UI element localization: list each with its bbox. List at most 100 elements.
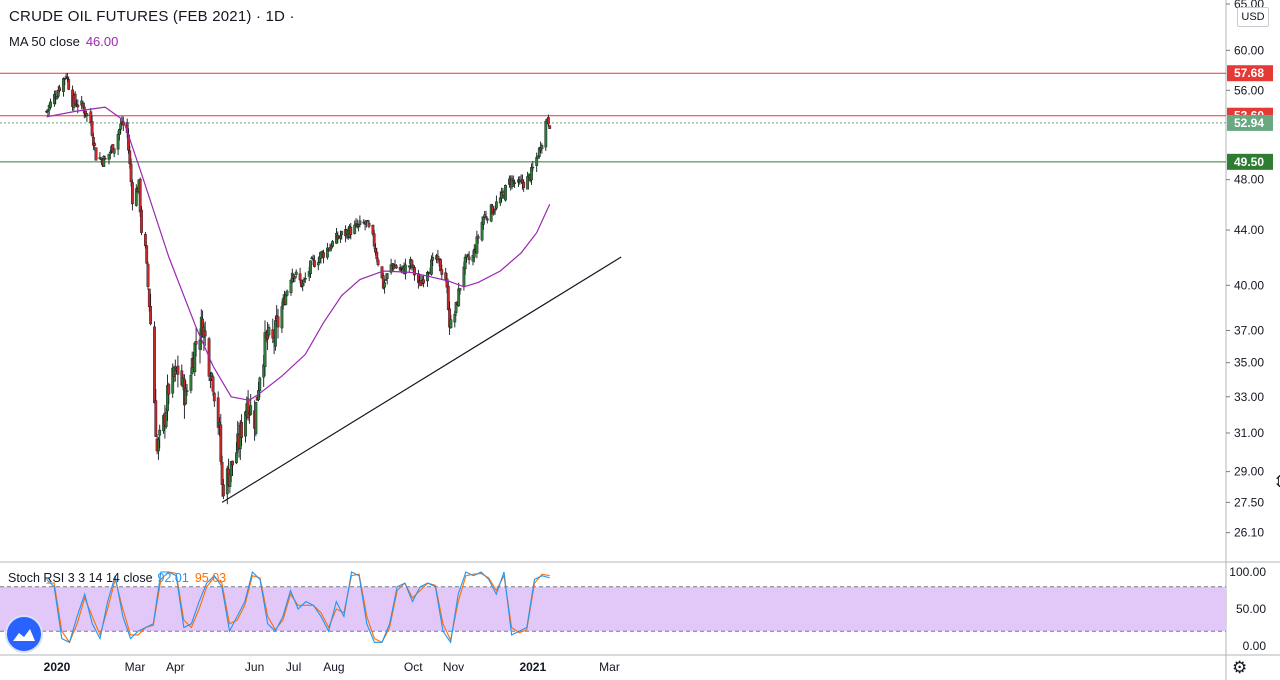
candle-body bbox=[366, 220, 370, 223]
candle-body bbox=[240, 421, 243, 438]
resize-cursor-icon: ⇕ bbox=[1273, 474, 1280, 491]
settings-gear-icon[interactable]: ⚙ bbox=[1232, 658, 1248, 677]
candle-body bbox=[65, 77, 69, 80]
price-tick-label: 37.00 bbox=[1234, 323, 1264, 337]
candle-body bbox=[457, 288, 461, 307]
candle-body bbox=[112, 148, 116, 154]
price-tick-label: 31.00 bbox=[1234, 426, 1264, 440]
candle-body bbox=[301, 283, 305, 287]
price-tick-label: 35.00 bbox=[1234, 356, 1264, 370]
price-level-badge bbox=[1227, 65, 1273, 82]
time-tick-label: Apr bbox=[166, 660, 185, 674]
candle-body bbox=[385, 273, 389, 279]
currency-button[interactable]: USD bbox=[1237, 7, 1269, 27]
candle-body bbox=[231, 460, 234, 466]
time-tick-label: Aug bbox=[323, 660, 344, 674]
candle-body bbox=[511, 179, 515, 182]
candle-body bbox=[475, 236, 479, 254]
candle-body bbox=[371, 224, 375, 235]
candle-body bbox=[143, 233, 147, 247]
candle-body bbox=[353, 224, 357, 234]
candle-body bbox=[367, 222, 371, 227]
candle-body bbox=[274, 320, 277, 347]
ma50-line bbox=[46, 106, 551, 401]
tradingview-logo-icon[interactable] bbox=[5, 615, 43, 653]
time-tick-label: 2020 bbox=[44, 660, 71, 674]
candle-body bbox=[63, 78, 67, 80]
candle-body bbox=[467, 256, 471, 261]
price-tick-label: 65.00 bbox=[1234, 0, 1264, 11]
candle-body bbox=[81, 102, 85, 107]
candle-body bbox=[311, 258, 315, 261]
candle-body bbox=[107, 153, 111, 160]
candle-body bbox=[58, 87, 62, 91]
trendline bbox=[221, 256, 622, 503]
candle-body bbox=[303, 278, 307, 280]
stoch-tick-label: 50.00 bbox=[1236, 602, 1266, 616]
candle-body bbox=[463, 256, 467, 270]
candle-body bbox=[513, 182, 517, 184]
candle-body bbox=[211, 376, 215, 392]
stoch-label: Stoch RSI 3 3 14 14 close bbox=[8, 571, 153, 585]
candle-body bbox=[267, 327, 271, 336]
candle-body bbox=[309, 260, 312, 275]
candle-body bbox=[504, 185, 507, 201]
price-tick-label: 40.00 bbox=[1234, 278, 1264, 292]
candle-body bbox=[449, 319, 453, 328]
price-level-label: 52.94 bbox=[1234, 116, 1264, 130]
candle-body bbox=[413, 267, 416, 276]
price-level-badge bbox=[1227, 114, 1273, 131]
candle-body bbox=[476, 236, 480, 239]
candle-body bbox=[76, 104, 80, 108]
candle-body bbox=[362, 221, 366, 224]
candle-body bbox=[363, 223, 367, 225]
candle-body bbox=[493, 209, 497, 211]
candle-body bbox=[64, 76, 68, 78]
candle-body bbox=[210, 372, 214, 377]
candle-body bbox=[535, 157, 539, 166]
candle-body bbox=[185, 390, 189, 392]
price-level-label: 57.68 bbox=[1234, 66, 1264, 80]
candle-body bbox=[89, 111, 93, 124]
candle-body bbox=[146, 264, 150, 287]
time-tick-label: Nov bbox=[443, 660, 464, 674]
candle-body bbox=[208, 378, 212, 381]
candle-body bbox=[246, 398, 250, 418]
candle-body bbox=[446, 285, 450, 310]
candle-body bbox=[411, 264, 415, 268]
candle-body bbox=[102, 156, 106, 167]
candle-body bbox=[156, 439, 160, 452]
candle-body bbox=[254, 401, 258, 434]
candle-body bbox=[510, 178, 514, 188]
candle-body bbox=[176, 365, 180, 375]
candle-body bbox=[313, 260, 316, 267]
candle-body bbox=[482, 217, 485, 225]
candle-body bbox=[349, 226, 353, 235]
candle-body bbox=[407, 265, 411, 268]
candle-body bbox=[140, 209, 143, 233]
candle-body bbox=[216, 397, 220, 428]
candle-body bbox=[189, 374, 193, 391]
time-tick-label: Mar bbox=[599, 660, 620, 674]
candle-body bbox=[249, 405, 253, 415]
stoch-k-value: 92.01 bbox=[157, 571, 189, 585]
candle-body bbox=[302, 279, 306, 282]
ma-legend: MA 50 close 46.00 bbox=[9, 34, 118, 49]
candle-body bbox=[153, 326, 156, 404]
candle-body bbox=[453, 314, 457, 323]
candle-body bbox=[154, 400, 158, 437]
price-tick-label: 48.00 bbox=[1234, 173, 1264, 187]
candle-body bbox=[284, 293, 288, 305]
time-tick-label: Mar bbox=[125, 660, 146, 674]
candle-body bbox=[293, 276, 297, 279]
price-tick-label: 26.10 bbox=[1234, 526, 1264, 540]
candle-body bbox=[130, 182, 134, 205]
candle-body bbox=[394, 265, 398, 269]
price-tick-label: 29.00 bbox=[1234, 465, 1264, 479]
candle-body bbox=[484, 216, 488, 219]
candle-body bbox=[316, 262, 320, 266]
candle-body bbox=[221, 484, 225, 497]
candle-body bbox=[501, 190, 505, 194]
candle-body bbox=[422, 279, 425, 284]
